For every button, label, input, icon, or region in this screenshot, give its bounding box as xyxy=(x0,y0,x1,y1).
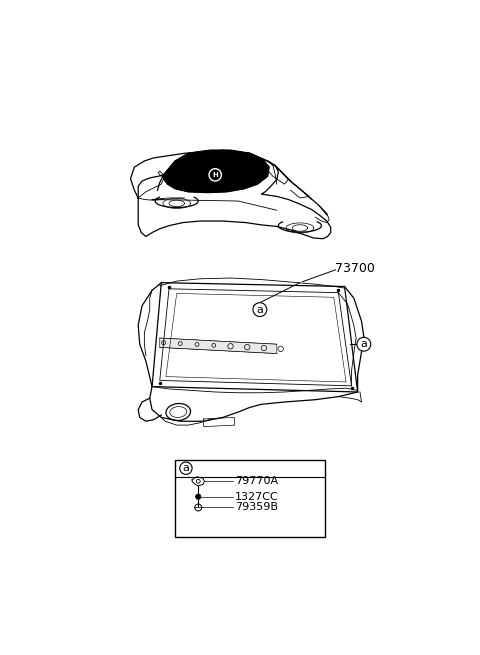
Text: 73700: 73700 xyxy=(335,262,374,275)
Circle shape xyxy=(253,303,267,316)
Circle shape xyxy=(195,494,201,499)
Text: a: a xyxy=(182,463,190,473)
Text: a: a xyxy=(256,305,264,314)
Circle shape xyxy=(180,462,192,474)
FancyBboxPatch shape xyxy=(175,460,325,536)
Text: 79770A: 79770A xyxy=(235,476,278,486)
Polygon shape xyxy=(164,150,269,193)
Polygon shape xyxy=(160,338,277,354)
Text: H: H xyxy=(212,172,218,178)
Text: 1327CC: 1327CC xyxy=(235,492,279,502)
Text: a: a xyxy=(360,339,367,349)
Text: 79359B: 79359B xyxy=(235,502,278,512)
Circle shape xyxy=(357,337,371,351)
